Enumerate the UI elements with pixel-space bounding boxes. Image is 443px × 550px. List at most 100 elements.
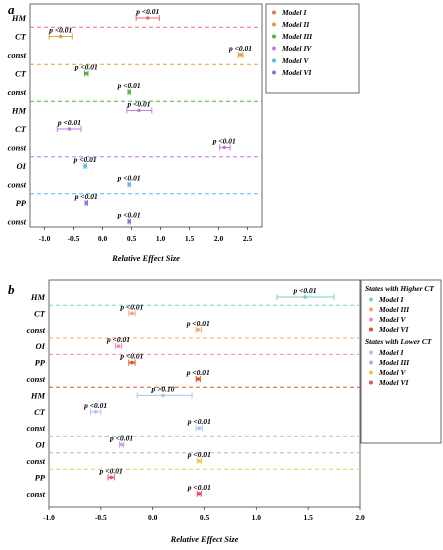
row-label: HM bbox=[30, 390, 46, 400]
point-estimate-marker bbox=[127, 219, 131, 224]
x-tick-label: 1.0 bbox=[156, 234, 166, 243]
legend-entry-label: Model V bbox=[281, 56, 309, 65]
legend-entry-label: Model V bbox=[378, 368, 406, 377]
legend-entry-label: Model III bbox=[281, 32, 313, 41]
p-value-label: p <0.01 bbox=[186, 368, 210, 377]
legend-marker bbox=[369, 380, 373, 385]
legend-marker bbox=[369, 350, 373, 355]
row-label: HM bbox=[11, 106, 27, 116]
legend-marker bbox=[272, 10, 276, 15]
legend-marker bbox=[369, 297, 373, 302]
point-estimate-marker bbox=[109, 475, 113, 480]
x-tick-label: 1.0 bbox=[252, 513, 262, 522]
x-tick-label: -1.0 bbox=[43, 513, 55, 522]
p-value-label: p <0.01 bbox=[127, 100, 151, 109]
point-estimate-marker bbox=[67, 127, 72, 131]
x-tick-label: -1.0 bbox=[39, 234, 51, 243]
legend-entry-label: Model III bbox=[378, 358, 410, 367]
point-estimate-marker bbox=[119, 442, 124, 447]
p-value-label: p <0.01 bbox=[119, 302, 143, 311]
point-estimate-marker bbox=[303, 295, 307, 299]
x-tick-label: -0.5 bbox=[95, 513, 107, 522]
legend-box bbox=[265, 3, 360, 94]
legend: Model I Model II Model III Model IV Model V M… bbox=[265, 3, 360, 94]
point-estimate-marker bbox=[127, 90, 131, 94]
legend-marker bbox=[272, 34, 276, 39]
x-axis-title: Relative Effect Size bbox=[170, 534, 239, 544]
chart-panel-a: a -1.0 -0.5 0.0 0.5 1.0 1.5 2.0 2.5 Relative Effe… bbox=[8, 2, 360, 263]
row-label: CT bbox=[15, 32, 27, 42]
p-value-label: p <0.01 bbox=[212, 137, 236, 146]
row-label: OI bbox=[36, 341, 46, 351]
p-value-label: p <0.01 bbox=[187, 483, 211, 492]
p-value-label: p >0.10 bbox=[151, 384, 175, 393]
point-estimate-marker bbox=[196, 377, 201, 381]
x-tick-label: 0.5 bbox=[200, 513, 210, 522]
point-estimate-marker bbox=[161, 393, 165, 398]
legend-group-title: States with Higher CT bbox=[365, 284, 434, 293]
p-value-label: p <0.01 bbox=[117, 211, 141, 220]
row-label: HM bbox=[30, 292, 46, 302]
point-estimate-marker bbox=[196, 328, 201, 332]
legend-marker bbox=[369, 360, 373, 365]
x-tick-label: 2.0 bbox=[355, 513, 365, 522]
row-label: PP bbox=[16, 198, 27, 208]
legend-marker bbox=[369, 317, 373, 322]
p-value-label: p <0.01 bbox=[228, 44, 252, 53]
row-label: HM bbox=[11, 13, 27, 23]
panel-letter: a bbox=[8, 2, 15, 17]
p-value-label: p <0.01 bbox=[186, 319, 210, 328]
x-tick-label: 0.0 bbox=[148, 513, 158, 522]
legend-marker bbox=[369, 327, 373, 332]
row-label: CT bbox=[15, 124, 27, 134]
p-value-label: p <0.01 bbox=[83, 401, 107, 410]
point-estimate-marker bbox=[130, 360, 134, 365]
point-estimate-marker bbox=[238, 53, 243, 57]
x-axis-title: Relative Effect Size bbox=[111, 253, 180, 263]
x-tick-label: -0.5 bbox=[68, 234, 80, 243]
plot-frame bbox=[29, 3, 263, 228]
p-value-label: p <0.01 bbox=[74, 192, 98, 201]
legend-group-title: States with Lower CT bbox=[365, 337, 432, 346]
point-estimate-marker bbox=[58, 34, 63, 39]
row-label: PP bbox=[35, 358, 46, 368]
legend-marker bbox=[272, 58, 276, 63]
row-label: const bbox=[27, 423, 46, 433]
point-estimate-marker bbox=[84, 201, 89, 205]
p-value-label: p <0.01 bbox=[117, 81, 141, 90]
x-tick-label: 2.0 bbox=[214, 234, 224, 243]
legend-entry-label: Model I bbox=[281, 8, 307, 17]
point-estimate-marker bbox=[197, 492, 202, 496]
point-estimate-marker bbox=[116, 344, 121, 349]
legend-marker bbox=[272, 22, 276, 27]
point-estimate-marker bbox=[83, 164, 87, 168]
row-label: CT bbox=[15, 69, 27, 79]
legend-entry-label: Model II bbox=[281, 20, 310, 29]
row-label: const bbox=[27, 456, 46, 466]
point-estimate-marker bbox=[145, 16, 150, 20]
row-label: const bbox=[27, 374, 46, 384]
p-value-label: p <0.01 bbox=[187, 450, 211, 459]
row-label: const bbox=[8, 87, 27, 97]
legend-marker bbox=[272, 46, 276, 51]
point-estimate-marker bbox=[93, 410, 98, 414]
p-value-label: p <0.01 bbox=[74, 63, 98, 72]
x-tick-label: 0.5 bbox=[127, 234, 137, 243]
p-value-label: p <0.01 bbox=[99, 466, 123, 475]
legend-entry-label: Model I bbox=[378, 295, 404, 304]
row-label: OI bbox=[17, 161, 27, 171]
x-tick-label: 1.5 bbox=[303, 513, 313, 522]
plot-frame bbox=[48, 279, 361, 508]
x-tick-label: 2.5 bbox=[243, 234, 253, 243]
p-value-label: p <0.01 bbox=[135, 7, 159, 16]
row-label: CT bbox=[34, 407, 46, 417]
point-estimate-marker bbox=[130, 311, 134, 316]
x-tick-label: 1.5 bbox=[185, 234, 195, 243]
legend-box bbox=[360, 279, 442, 444]
point-estimate-marker bbox=[222, 145, 227, 150]
point-estimate-marker bbox=[197, 459, 202, 463]
chart-panel-b: b -1.0 -0.5 0.0 0.5 1.0 1.5 2.0 Relative Effect … bbox=[8, 279, 442, 544]
p-value-label: p <0.01 bbox=[73, 155, 97, 164]
point-estimate-marker bbox=[84, 71, 89, 76]
